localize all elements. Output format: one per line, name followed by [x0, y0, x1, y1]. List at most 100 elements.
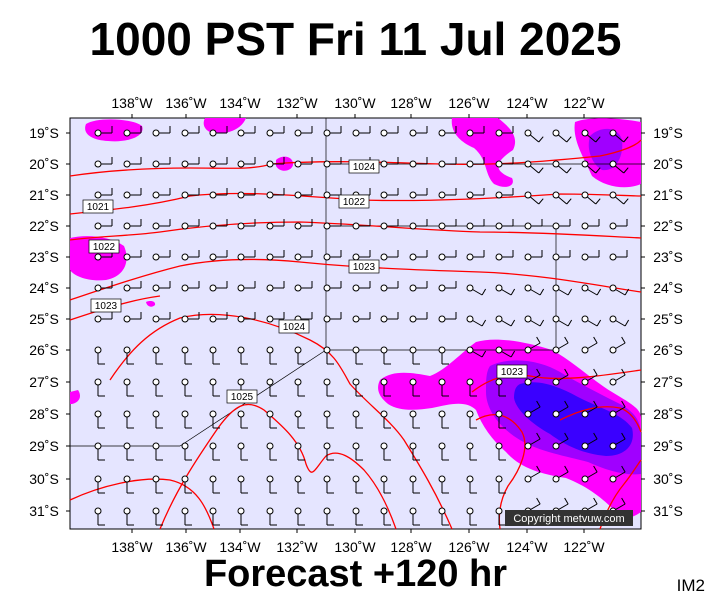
wind-barb-station [409, 284, 417, 292]
wind-barb [495, 507, 506, 526]
wind-barb [466, 475, 477, 494]
wind-barb [380, 346, 391, 365]
wind-barb-station [94, 315, 102, 323]
wind-barb [237, 507, 248, 526]
wind-barb [237, 219, 256, 230]
wind-barb-station [209, 378, 217, 386]
wind-barb [181, 378, 192, 397]
wind-barb-station [94, 475, 102, 483]
wind-barb-station [94, 507, 102, 515]
wind-barb [237, 475, 248, 494]
wind-barb [609, 400, 626, 418]
wind-barb [552, 368, 569, 386]
wind-barb [438, 346, 449, 365]
wind-barb-flag [595, 167, 601, 174]
wind-barb-station [466, 442, 474, 450]
latitude-label-right: 21˚S [653, 187, 683, 203]
wind-barb [495, 410, 506, 429]
isobar-label: 1023 [496, 364, 528, 379]
image-code-label: IM2 [676, 576, 705, 595]
wind-barb [352, 378, 363, 397]
wind-barb-station [409, 442, 417, 450]
wind-barb [294, 281, 313, 292]
wind-barb [495, 157, 514, 168]
isobar-1023-north [69, 258, 642, 301]
wind-barb [409, 126, 428, 137]
wind-barb-station [581, 378, 589, 386]
isobar-labels: 1021 1022 1022 1023 1023 1023 1024 1024 1025 [82, 159, 528, 404]
wind-barb-station [123, 475, 131, 483]
wind-barb [466, 284, 487, 296]
copyright-box: Copyright metvuw.com [505, 510, 633, 526]
wind-barb-station [237, 507, 245, 515]
wind-barb [352, 219, 371, 230]
wind-barb [152, 312, 171, 323]
wind-barb-station [466, 475, 474, 483]
wind-barb [380, 281, 399, 292]
isobar-label: 1021 [82, 199, 114, 214]
wind-barb-station [438, 475, 446, 483]
wind-barb-station [581, 129, 589, 137]
wind-barb [409, 188, 428, 199]
wind-barb [152, 219, 171, 230]
wind-barb-station [380, 410, 388, 418]
isobar-label-text: 1023 [95, 301, 118, 312]
wind-barb-station [152, 378, 160, 386]
wind-barb-station [266, 378, 274, 386]
wind-barb-flag [567, 319, 573, 327]
wind-barb [524, 336, 541, 354]
wind-barb [380, 475, 391, 494]
wind-barb [466, 315, 487, 327]
wind-barb [524, 315, 545, 327]
wind-barb-station [266, 129, 274, 137]
wind-barb-station [524, 222, 532, 230]
wind-barb-station [94, 442, 102, 450]
wind-barb [466, 410, 477, 429]
wind-barb-station [581, 410, 589, 418]
rain-patch-south-east-heavy [514, 382, 633, 456]
wind-barb-station [94, 253, 102, 261]
isobar-south-west [69, 478, 215, 530]
wind-barb-station [237, 346, 245, 354]
wind-barb-station [266, 410, 274, 418]
wind-barb [323, 281, 342, 292]
wind-barb [495, 315, 516, 327]
wind-barb [123, 410, 134, 429]
wind-barb-station [409, 160, 417, 168]
wind-barb-station [294, 410, 302, 418]
wind-barb-flag [593, 400, 598, 408]
wind-barb [609, 160, 629, 174]
latitude-label-left: 24˚S [29, 280, 59, 296]
wind-barb [294, 219, 313, 230]
wind-barb-station [352, 507, 360, 515]
wind-barb-station [237, 284, 245, 292]
wind-barb [466, 442, 477, 461]
wind-barb [380, 219, 399, 230]
wind-barb-station [438, 410, 446, 418]
wind-barb-station [495, 191, 503, 199]
longitude-label-bottom: 136˚W [165, 539, 207, 555]
wind-barb-station [524, 160, 532, 168]
wind-barb-station [237, 160, 245, 168]
wind-barb-station [581, 442, 589, 450]
wind-barb-station [552, 253, 560, 261]
wind-barb-station [352, 475, 360, 483]
wind-barb-flag [510, 288, 516, 296]
wind-barb [495, 346, 516, 358]
wind-barb-station [266, 346, 274, 354]
latitude-label-left: 27˚S [29, 374, 59, 390]
wind-barb [266, 346, 277, 365]
wind-barb [323, 312, 342, 323]
isobar-label: 1025 [226, 389, 258, 404]
wind-barb [94, 378, 105, 397]
wind-barb-station [524, 346, 532, 354]
wind-barb-station [380, 284, 388, 292]
wind-barb-station [209, 160, 217, 168]
wind-barb [438, 219, 457, 230]
wind-barb-station [352, 222, 360, 230]
latitude-label-left: 26˚S [29, 342, 59, 358]
latitude-label-right: 29˚S [653, 438, 683, 454]
wind-barb-station [152, 475, 160, 483]
latitude-label-left: 31˚S [29, 503, 59, 519]
isobar-label-text: 1023 [501, 367, 524, 378]
